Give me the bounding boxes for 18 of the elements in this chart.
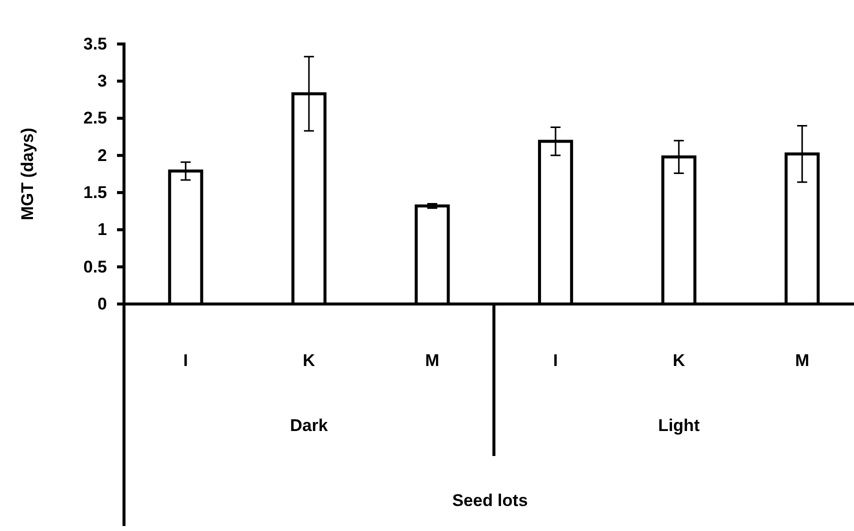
x-tick-label: K [302,351,316,370]
y-tick-label: 0.5 [83,257,107,276]
y-tick-label: 3 [98,72,107,91]
y-tick-label: 2.5 [83,108,107,128]
y-tick-label: 1 [98,220,107,240]
x-tick-label: K [672,351,686,370]
x-tick-label: I [183,351,188,370]
text: Seed lots [452,491,528,510]
x-tick-label: M [425,351,440,370]
text: Dark [290,416,328,435]
y-axis-title: MGT (days) [18,128,37,220]
y-tick-label: 1.5 [83,183,107,202]
y-tick-label: 2 [98,146,107,165]
x-tick-label: I [553,351,558,370]
text: Light [658,416,700,435]
y-tick-label: 0 [98,294,107,314]
y-tick-label: 3.5 [83,34,107,54]
x-tick-label: M [795,351,810,370]
